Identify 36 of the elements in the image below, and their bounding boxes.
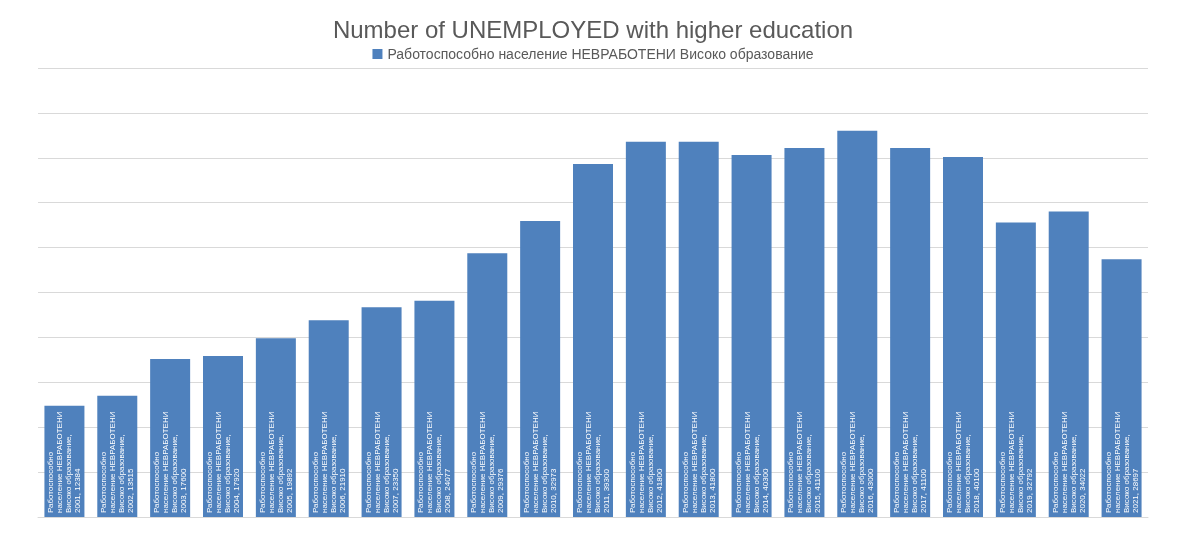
data-label: Работоспособно население НЕВРАБОТЕНИ Високо образование, 2012, 41800 [627, 411, 664, 513]
bar [573, 164, 613, 517]
data-label: Работоспособно население НЕВРАБОТЕНИ Високо образование, 2017, 41100 [892, 411, 929, 513]
legend-label: Работоспособно население НЕВРАБОТЕНИ Високо образование [387, 46, 814, 62]
data-label: Работоспособно население НЕВРАБОТЕНИ Високо образование, 2011, 39300 [575, 411, 611, 513]
chart-title: Number of UNEMPLOYED with higher education [332, 15, 854, 43]
bar [837, 130, 878, 517]
data-label: Работоспособно население НЕВРАБОТЕНИ Високо образование, 2019, 32792 [997, 411, 1034, 513]
data-label: Работоспособно население НЕВРАБОТЕНИ Високо образование, 2002, 13515 [99, 411, 136, 513]
data-label: Работоспособно население НЕВРАБОТЕНИ Високо образование, 2007, 23350 [363, 411, 400, 513]
data-label: Работоспособно население НЕВРАБОТЕНИ Високо образование, 2006, 21910 [310, 411, 347, 513]
data-label: Работоспособно население НЕВРАБОТЕНИ Високо образование, 2018, 40100 [945, 411, 981, 513]
bar [1101, 259, 1142, 517]
data-label: Работоспособно население НЕВРАБОТЕНИ Високо образование, 2014, 40300 [733, 411, 770, 513]
data-label: Работоспособно население НЕВРАБОТЕНИ Високо образование, 2010, 32973 [522, 411, 559, 513]
data-label: Работоспособно население НЕВРАБОТЕНИ Високо образование, 2020, 34022 [1050, 411, 1087, 513]
data-label: Работоспособно население НЕВРАБОТЕНИ Високо образование, 2008, 24077 [416, 411, 453, 513]
data-label: Работоспособно население НЕВРАБОТЕНИ Високо образование, 2004, 17920 [205, 411, 241, 513]
bar [1048, 211, 1089, 517]
bar [731, 155, 772, 517]
data-label: Работоспособно население НЕВРАБОТЕНИ Високо образование, 2005, 19892 [257, 411, 294, 513]
data-label: Работоспособно население НЕВРАБОТЕНИ Високо образование, 2016, 43000 [839, 411, 876, 513]
data-label: Работоспособно население НЕВРАБОТЕНИ Високо образование, 2021, 28697 [1103, 411, 1140, 513]
bar [520, 220, 561, 517]
bar [995, 222, 1036, 517]
bar [890, 147, 931, 517]
bar [678, 141, 719, 517]
bar [467, 253, 508, 517]
data-label: Работоспособно население НЕВРАБОТЕНИ Високо образование, 2001, 12384 [46, 411, 83, 513]
data-label: Работоспособно население НЕВРАБОТЕНИ Високо образование, 2003, 17600 [152, 411, 189, 513]
data-label: Работоспособно население НЕВРАБОТЕНИ Високо образование, 2013, 41800 [680, 411, 717, 513]
bar [625, 141, 666, 517]
data-label: Работоспособно население НЕВРАБОТЕНИ Високо образование, 2015, 41100 [786, 411, 823, 513]
bar [943, 156, 983, 517]
bar [784, 147, 825, 517]
data-label: Работоспособно население НЕВРАБОТЕНИ Високо образование, 2009, 29376 [469, 411, 506, 513]
